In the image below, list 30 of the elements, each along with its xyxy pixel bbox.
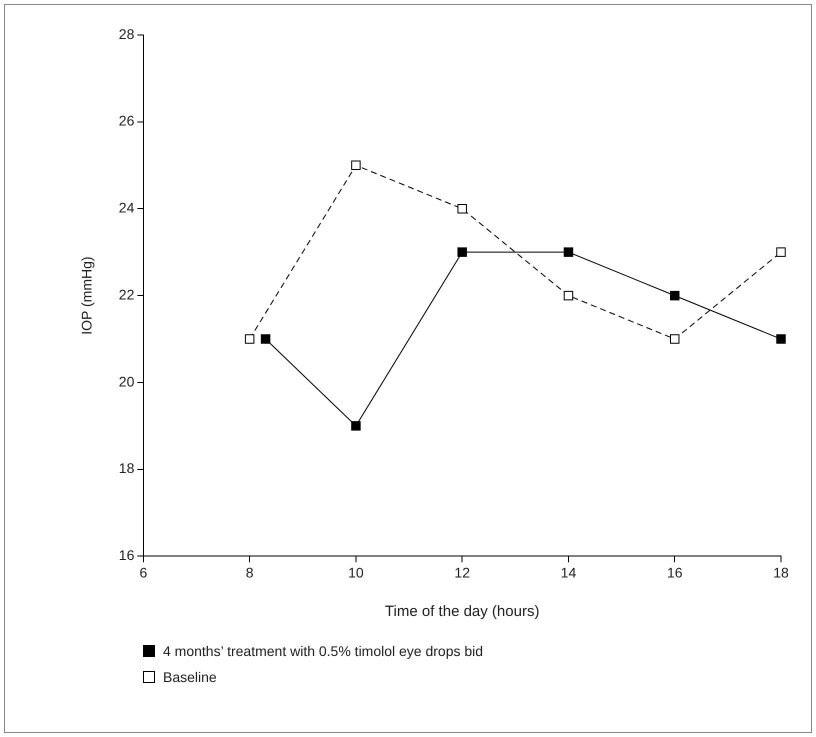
point — [564, 247, 574, 257]
x-tick-label: 8 — [246, 564, 254, 580]
y-tick-label: 16 — [118, 547, 135, 564]
point — [670, 334, 680, 344]
y-tick-label: 24 — [118, 200, 135, 216]
x-axis-title: Time of the day (hours) — [384, 603, 540, 620]
point — [776, 247, 786, 257]
y-tick-label: 22 — [118, 286, 135, 302]
x-tick-label: 6 — [139, 564, 148, 580]
point — [351, 421, 361, 431]
point — [244, 334, 254, 344]
x-tick-label: 10 — [348, 564, 364, 580]
point — [564, 290, 574, 300]
y-tick-label: 28 — [118, 26, 135, 42]
point — [776, 334, 786, 344]
point — [260, 334, 270, 344]
x-tick-label: 14 — [560, 564, 576, 580]
y-tick-label: 20 — [118, 373, 135, 390]
point — [457, 247, 467, 257]
x-tick-label: 12 — [454, 564, 470, 580]
y-tick-label: 18 — [118, 460, 135, 476]
x-tick-label: 16 — [666, 564, 683, 580]
legend-label: 4 months’ treatment with 0.5% timolol eye drops bid — [163, 643, 484, 659]
y-tick-label: 26 — [118, 112, 135, 129]
point — [457, 204, 467, 214]
point — [351, 160, 361, 170]
legend-label: Baseline — [163, 669, 217, 685]
x-tick-label: 18 — [773, 564, 789, 580]
point — [670, 290, 680, 300]
y-axis-title: IOP (mmHg) — [78, 256, 94, 335]
